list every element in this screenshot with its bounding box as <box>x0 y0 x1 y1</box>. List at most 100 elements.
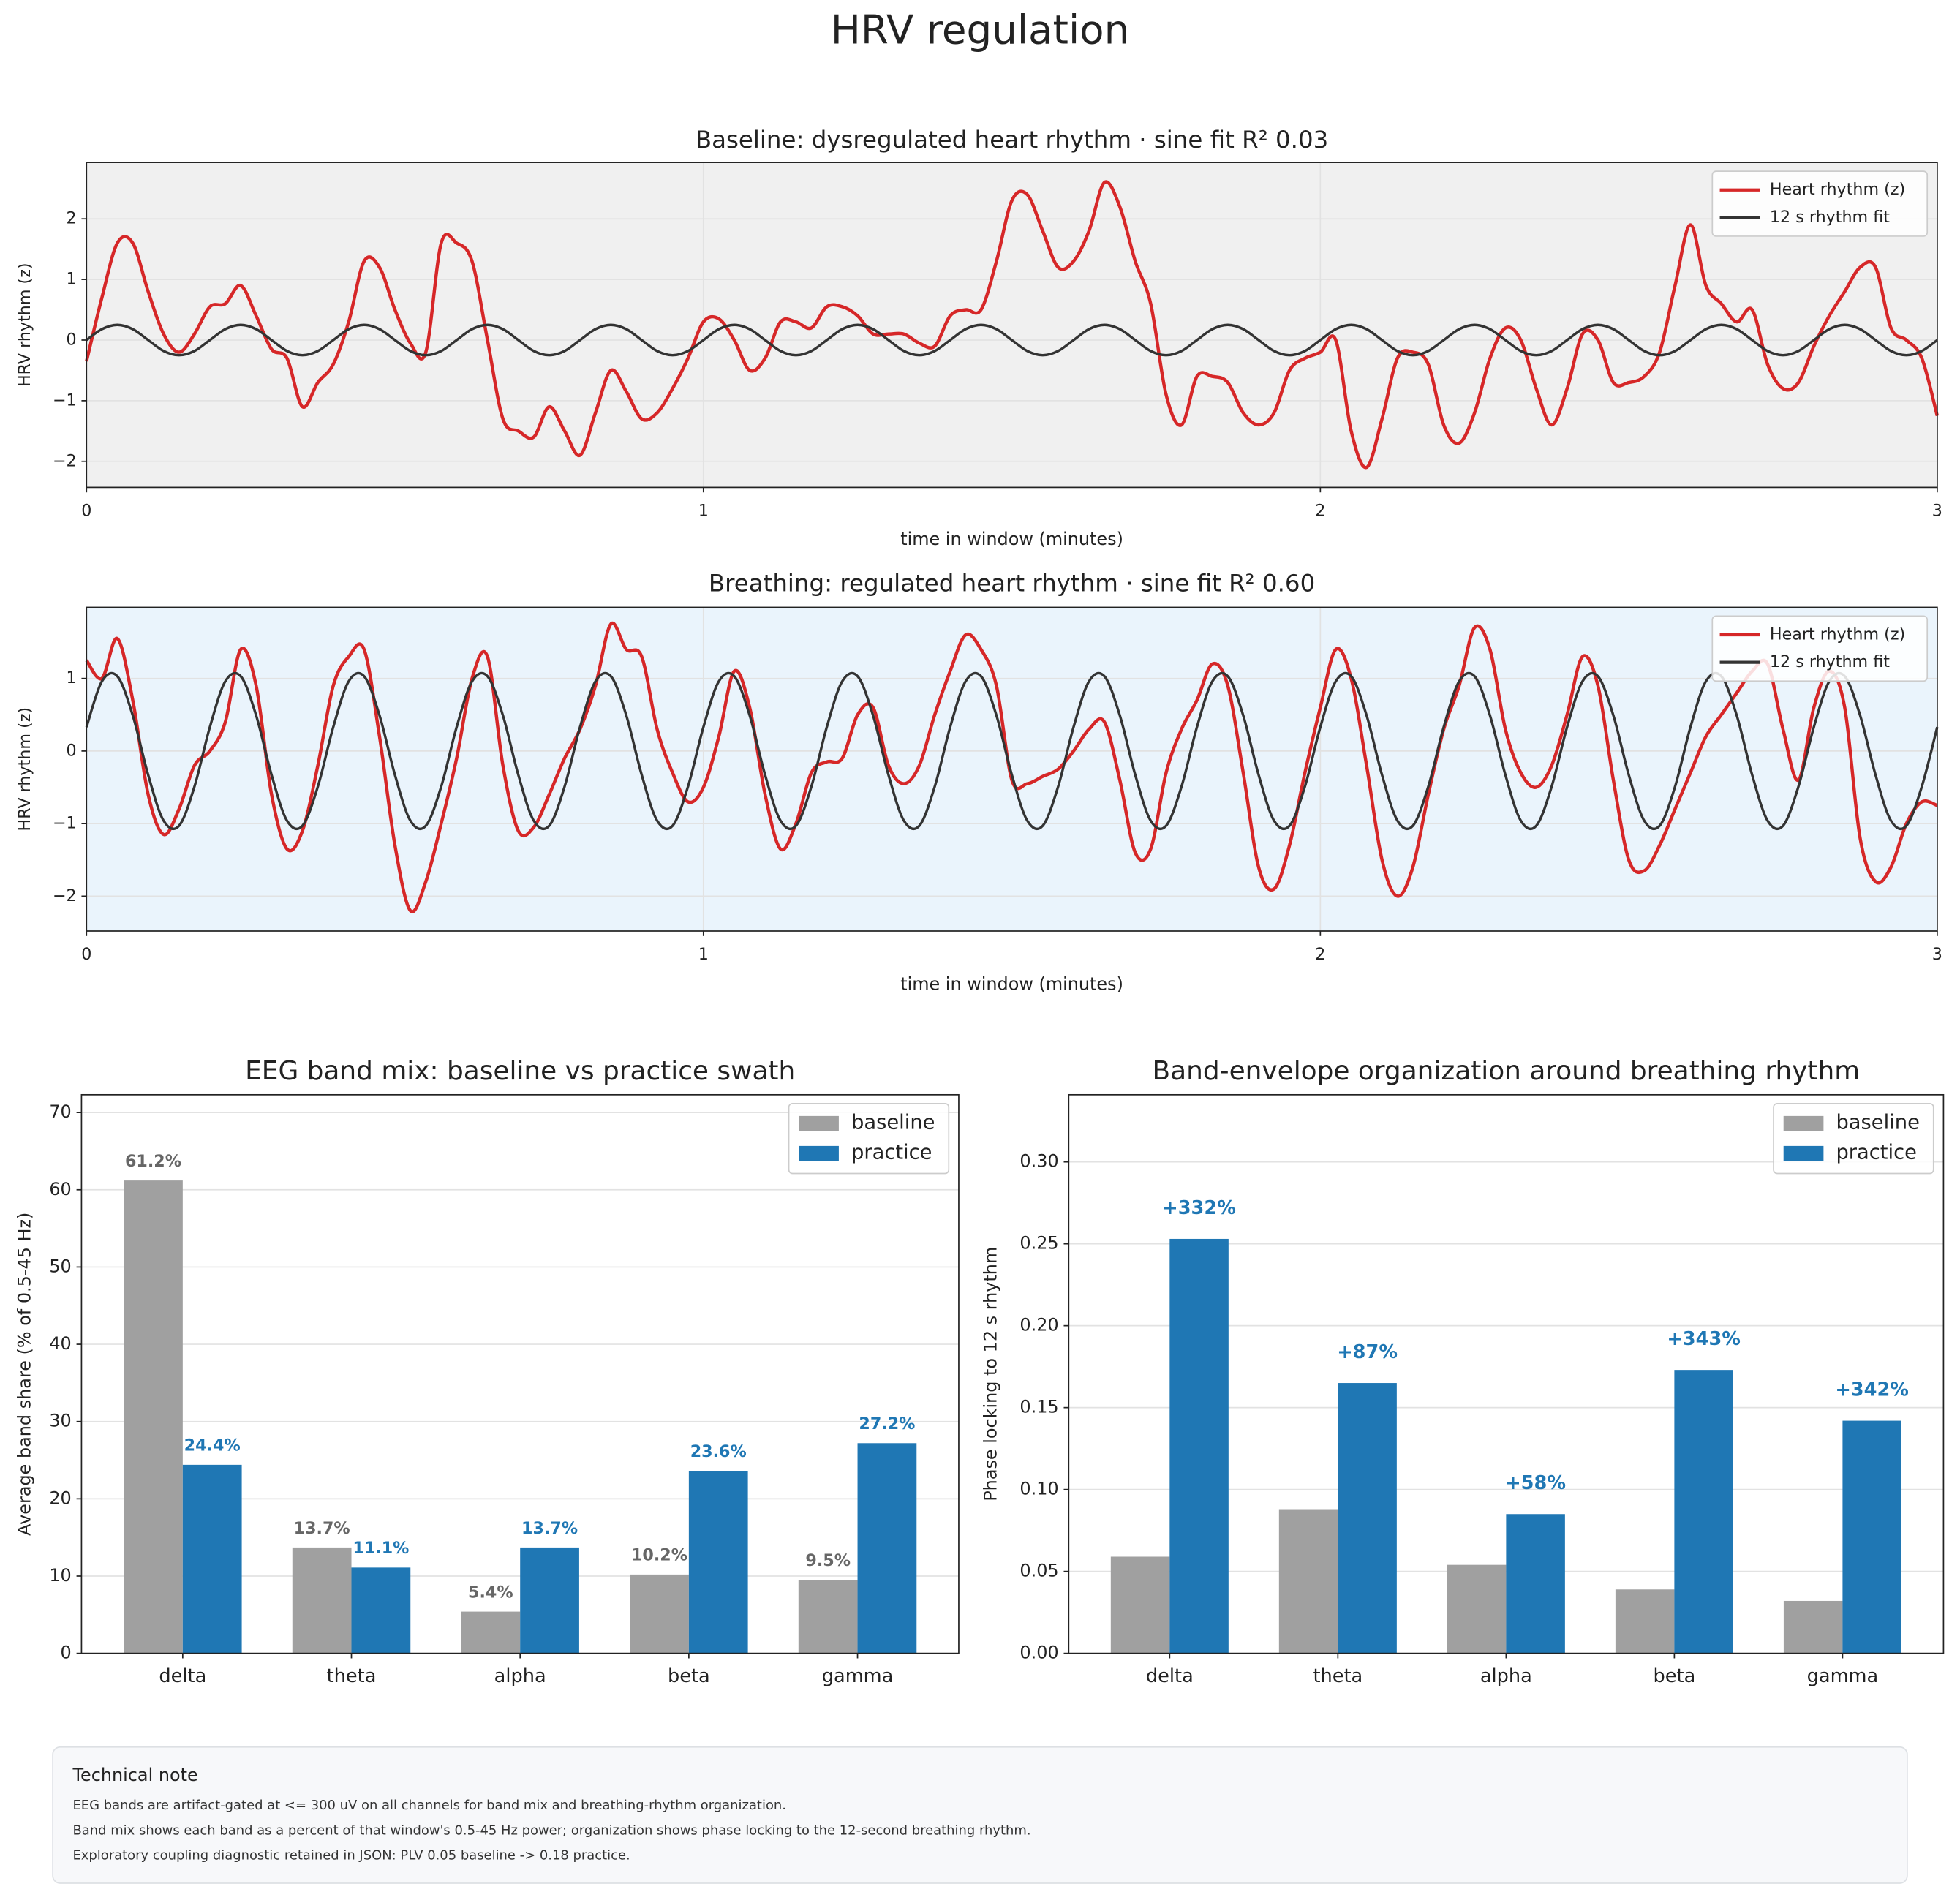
y-axis-label: Phase locking to 12 s rhythm <box>980 1247 1000 1501</box>
bar <box>124 1180 183 1654</box>
value-label: 11.1% <box>353 1539 409 1558</box>
x-axis-label: time in window (minutes) <box>900 973 1123 994</box>
change-label: +343% <box>1667 1328 1741 1350</box>
x-tick-label: 0 <box>81 501 91 520</box>
x-tick-label: beta <box>1653 1665 1695 1687</box>
axes-frame <box>80 1093 960 1654</box>
y-tick-label: 0 <box>61 1643 72 1663</box>
note-line: EEG bands are artifact-gated at <= 300 u… <box>72 1798 786 1813</box>
y-axis-label: Average band share (% of 0.5-45 Hz) <box>15 1213 35 1536</box>
y-tick-label: 10 <box>49 1565 71 1586</box>
bar <box>1169 1238 1229 1654</box>
plot-area <box>86 162 1937 488</box>
bar <box>292 1547 352 1654</box>
line-series <box>86 323 1938 357</box>
x-tick-label: 3 <box>1932 945 1942 964</box>
line-series <box>85 671 1939 831</box>
legend-label: practice <box>1836 1142 1917 1164</box>
legend-label: 12 s rhythm fit <box>1770 652 1890 671</box>
chart-title: Baseline: dysregulated heart rhythm · si… <box>696 126 1328 154</box>
legend-swatch <box>1783 1145 1824 1161</box>
axes-frame <box>1068 1093 1945 1654</box>
bar <box>798 1580 858 1654</box>
value-label: 10.2% <box>631 1546 687 1565</box>
x-tick-label: theta <box>327 1665 377 1687</box>
x-tick-label: 0 <box>81 945 91 964</box>
y-tick-label: 0.10 <box>1019 1479 1058 1499</box>
bar <box>688 1471 748 1654</box>
y-tick-label: −1 <box>53 814 77 833</box>
change-label: +87% <box>1337 1341 1398 1363</box>
legend-box <box>1711 615 1929 682</box>
y-tick-label: 0.25 <box>1019 1233 1058 1254</box>
value-label: 24.4% <box>184 1436 241 1455</box>
x-tick-label: 3 <box>1932 501 1942 520</box>
note-line: Band mix shows each band as a percent of… <box>72 1823 1030 1838</box>
x-tick-label: 2 <box>1315 501 1325 520</box>
y-tick-label: 0.20 <box>1019 1315 1058 1335</box>
x-tick-label: alpha <box>494 1665 546 1687</box>
y-tick-label: 60 <box>49 1179 71 1199</box>
legend-swatch <box>799 1145 839 1161</box>
bar <box>630 1574 689 1654</box>
value-label: 27.2% <box>859 1414 915 1433</box>
figure-title: HRV regulation <box>831 7 1129 53</box>
y-tick-label: 2 <box>66 209 76 228</box>
bar <box>1278 1509 1338 1654</box>
y-tick-label: 20 <box>49 1488 71 1508</box>
x-tick-label: theta <box>1313 1665 1362 1687</box>
value-label: 23.6% <box>690 1442 747 1461</box>
legend-label: practice <box>851 1142 932 1164</box>
x-tick-label: 1 <box>698 501 709 520</box>
x-tick-label: 1 <box>698 945 709 964</box>
x-tick-label: beta <box>668 1665 710 1687</box>
x-tick-label: delta <box>159 1665 206 1687</box>
bar <box>1447 1564 1507 1654</box>
bar <box>1506 1514 1565 1654</box>
y-tick-label: −2 <box>53 886 77 905</box>
y-tick-label: −2 <box>53 451 77 470</box>
y-tick-label: 30 <box>49 1411 71 1431</box>
value-label: 5.4% <box>468 1583 513 1602</box>
axes-frame <box>86 606 1938 932</box>
legend-label: baseline <box>851 1112 935 1134</box>
y-axis-label: HRV rhythm (z) <box>15 263 34 387</box>
change-label: +342% <box>1835 1379 1909 1401</box>
bar <box>1674 1370 1733 1654</box>
bar <box>1783 1600 1843 1654</box>
x-tick-label: gamma <box>822 1665 894 1687</box>
y-tick-label: 0.30 <box>1019 1151 1058 1172</box>
legend-label: baseline <box>1836 1112 1919 1134</box>
note-box <box>52 1746 1908 1884</box>
legend-swatch <box>1783 1115 1824 1131</box>
legend-box <box>1711 170 1929 237</box>
y-tick-label: 0 <box>66 330 76 349</box>
plot-area <box>86 607 1937 931</box>
bar <box>520 1547 579 1654</box>
y-tick-label: 0 <box>66 741 76 760</box>
y-tick-label: 0.05 <box>1019 1561 1058 1581</box>
note-line: Exploratory coupling diagnostic retained… <box>72 1847 630 1863</box>
bar <box>1338 1383 1397 1654</box>
x-tick-label: delta <box>1146 1665 1194 1687</box>
axes-frame <box>86 162 1938 489</box>
y-axis-label: HRV rhythm (z) <box>15 707 34 832</box>
value-label: 9.5% <box>805 1551 851 1570</box>
value-label: 61.2% <box>125 1152 181 1171</box>
legend-label: 12 s rhythm fit <box>1770 208 1890 227</box>
y-tick-label: 1 <box>66 270 76 289</box>
y-tick-label: 1 <box>66 668 76 687</box>
bar <box>182 1464 242 1654</box>
change-label: +58% <box>1505 1472 1566 1494</box>
bar <box>1615 1589 1675 1654</box>
x-tick-label: gamma <box>1807 1665 1879 1687</box>
chart-title: Breathing: regulated heart rhythm · sine… <box>709 570 1315 598</box>
y-tick-label: 0.15 <box>1019 1397 1058 1417</box>
bar <box>461 1611 521 1654</box>
line-series <box>85 180 1940 470</box>
x-axis-label: time in window (minutes) <box>900 529 1123 549</box>
y-tick-label: 50 <box>49 1256 71 1276</box>
y-tick-label: 0.00 <box>1019 1643 1058 1663</box>
